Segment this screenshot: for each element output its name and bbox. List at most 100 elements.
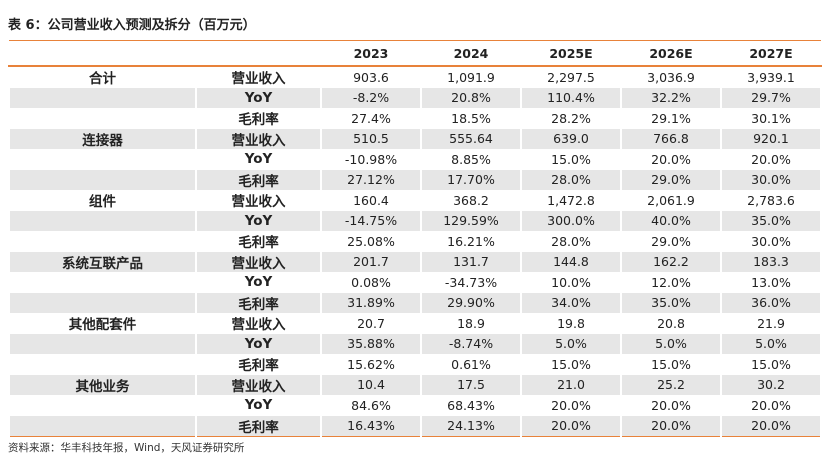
group-cell <box>8 292 197 313</box>
value-cell: 30.2 <box>720 374 822 395</box>
value-cell: 15.62% <box>320 354 422 375</box>
value-cell: 16.21% <box>420 231 522 252</box>
value-cell: 2,783.6 <box>720 190 822 211</box>
value-cell: 21.9 <box>720 313 822 334</box>
value-cell: 36.0% <box>720 292 822 313</box>
metric-cell: 毛利率 <box>195 415 322 437</box>
value-cell: 19.8 <box>520 313 622 334</box>
group-cell <box>8 87 197 108</box>
value-cell: 28.0% <box>520 169 622 190</box>
value-cell: 34.0% <box>520 292 622 313</box>
table-row: 毛利率 16.43% 24.13% 20.0% 20.0% 20.0% <box>8 415 822 437</box>
value-cell: 15.0% <box>520 149 622 170</box>
value-cell: 40.0% <box>620 210 722 231</box>
value-cell: 68.43% <box>420 395 522 416</box>
value-cell: 27.4% <box>320 108 422 129</box>
value-cell: 12.0% <box>620 272 722 293</box>
value-cell: -10.98% <box>320 149 422 170</box>
value-cell: 639.0 <box>520 128 622 149</box>
group-cell <box>8 231 197 252</box>
value-cell: 0.08% <box>320 272 422 293</box>
value-cell: 2,061.9 <box>620 190 722 211</box>
metric-cell: 毛利率 <box>195 169 322 190</box>
metric-cell: 营业收入 <box>195 374 322 395</box>
header-cell: 2027E <box>721 40 821 67</box>
value-cell: -8.2% <box>320 87 422 108</box>
group-cell <box>8 333 197 354</box>
value-cell: 110.4% <box>520 87 622 108</box>
value-cell: 20.0% <box>720 395 822 416</box>
value-cell: 10.0% <box>520 272 622 293</box>
metric-cell: 营业收入 <box>195 190 322 211</box>
value-cell: 0.61% <box>420 354 522 375</box>
group-cell <box>8 149 197 170</box>
table-row: 组件 营业收入 160.4 368.2 1,472.8 2,061.9 2,783.6 <box>8 190 822 211</box>
value-cell: 24.13% <box>420 415 522 437</box>
metric-cell: YoY <box>195 272 322 293</box>
value-cell: 20.0% <box>720 149 822 170</box>
value-cell: 18.9 <box>420 313 522 334</box>
header-cell: 2026E <box>621 40 721 67</box>
value-cell: 15.0% <box>520 354 622 375</box>
table-row: 连接器 营业收入 510.5 555.64 639.0 766.8 920.1 <box>8 128 822 149</box>
value-cell: 3,036.9 <box>620 66 722 88</box>
value-cell: 29.0% <box>620 231 722 252</box>
group-cell <box>8 354 197 375</box>
value-cell: 5.0% <box>620 333 722 354</box>
metric-cell: YoY <box>195 395 322 416</box>
metric-cell: 营业收入 <box>195 128 322 149</box>
value-cell: 20.0% <box>720 415 822 437</box>
group-cell <box>8 210 197 231</box>
value-cell: 129.59% <box>420 210 522 231</box>
metric-cell: 营业收入 <box>195 313 322 334</box>
value-cell: 20.8% <box>420 87 522 108</box>
value-cell: 29.1% <box>620 108 722 129</box>
table-row: 毛利率 31.89% 29.90% 34.0% 35.0% 36.0% <box>8 292 822 313</box>
group-cell: 其他业务 <box>8 374 197 395</box>
value-cell: 35.0% <box>620 292 722 313</box>
table: 2023 2024 2025E 2026E 2027E 合计 营业收入 903.6 1,091… <box>8 40 822 437</box>
value-cell: 5.0% <box>520 333 622 354</box>
table-title: 表 6：公司营业收入预测及拆分（百万元） <box>8 18 256 33</box>
value-cell: 15.0% <box>720 354 822 375</box>
header-cell <box>196 40 321 67</box>
metric-cell: 毛利率 <box>195 354 322 375</box>
header-row: 2023 2024 2025E 2026E 2027E <box>9 40 821 67</box>
table-row: YoY -8.2% 20.8% 110.4% 32.2% 29.7% <box>8 87 822 108</box>
value-cell: 201.7 <box>320 251 422 272</box>
value-cell: 160.4 <box>320 190 422 211</box>
value-cell: 32.2% <box>620 87 722 108</box>
value-cell: 1,091.9 <box>420 66 522 88</box>
value-cell: 510.5 <box>320 128 422 149</box>
value-cell: 20.0% <box>520 395 622 416</box>
group-cell <box>8 415 197 437</box>
value-cell: 20.0% <box>620 415 722 437</box>
value-cell: 10.4 <box>320 374 422 395</box>
value-cell: 20.7 <box>320 313 422 334</box>
value-cell: 2,297.5 <box>520 66 622 88</box>
table-row: 合计 营业收入 903.6 1,091.9 2,297.5 3,036.9 3,939.1 <box>8 66 822 88</box>
group-cell: 其他配套件 <box>8 313 197 334</box>
table-row: YoY 0.08% -34.73% 10.0% 12.0% 13.0% <box>8 272 822 293</box>
header-cell: 2024 <box>421 40 521 67</box>
value-cell: 29.0% <box>620 169 722 190</box>
value-cell: 13.0% <box>720 272 822 293</box>
value-cell: 1,472.8 <box>520 190 622 211</box>
table-row: 毛利率 25.08% 16.21% 28.0% 29.0% 30.0% <box>8 231 822 252</box>
table-row: YoY 35.88% -8.74% 5.0% 5.0% 5.0% <box>8 333 822 354</box>
value-cell: 27.12% <box>320 169 422 190</box>
metric-cell: 毛利率 <box>195 108 322 129</box>
value-cell: 25.08% <box>320 231 422 252</box>
value-cell: 30.0% <box>720 231 822 252</box>
value-cell: 766.8 <box>620 128 722 149</box>
value-cell: 31.89% <box>320 292 422 313</box>
value-cell: 17.5 <box>420 374 522 395</box>
table-row: YoY 84.6% 68.43% 20.0% 20.0% 20.0% <box>8 395 822 416</box>
source-note: 资料来源：华丰科技年报，Wind，天风证券研究所 <box>8 442 245 454</box>
value-cell: 28.0% <box>520 231 622 252</box>
header-cell: 2025E <box>521 40 621 67</box>
group-cell: 组件 <box>8 190 197 211</box>
value-cell: 20.0% <box>620 149 722 170</box>
value-cell: 29.90% <box>420 292 522 313</box>
value-cell: 555.64 <box>420 128 522 149</box>
